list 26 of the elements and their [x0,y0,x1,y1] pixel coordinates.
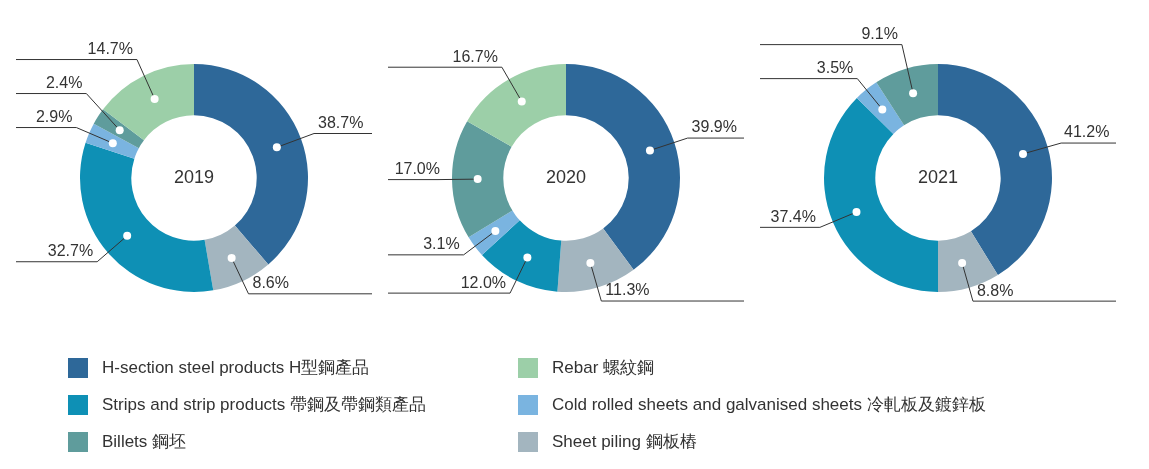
data-label: 41.2% [1064,123,1110,141]
data-label: 32.7% [47,242,94,260]
legend-label: Rebar 螺紋鋼 [552,357,655,379]
data-label: 9.1% [861,25,898,43]
data-label: 3.1% [423,235,460,253]
data-label: 3.5% [816,59,854,77]
text: 2020 [545,166,587,187]
text: 2021 [917,166,959,187]
data-label: 17.0% [394,160,440,178]
legend-label: Sheet piling 鋼板樁 [552,431,697,453]
data-label: 2.4% [45,73,83,91]
legend-label: H-section steel products H型鋼產品 [102,357,370,379]
data-label: 16.7% [452,47,498,65]
data-label: 2.9% [35,107,73,125]
data-label: 38.7% [318,113,364,131]
data-label: 8.6% [252,274,289,292]
legend-label: Billets 鋼坯 [102,431,187,453]
text: 2019 [173,166,215,187]
legend-label: Cold rolled sheets and galvanised sheets 冷軋板及鍍鋅板 [552,394,986,416]
data-label: 8.8% [976,281,1014,299]
data-label: 14.7% [87,39,133,57]
legend-label: Strips and strip products 帶鋼及帶鋼類產品 [102,394,427,416]
data-label: 12.0% [460,273,507,291]
data-label: 37.4% [770,207,816,225]
data-label: 39.9% [691,118,737,136]
data-label: 11.3% [605,281,650,299]
